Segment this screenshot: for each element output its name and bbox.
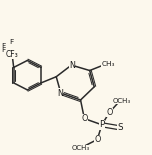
Text: F: F [1, 44, 5, 49]
Text: N: N [69, 61, 75, 70]
Text: S: S [117, 123, 123, 132]
Text: F: F [9, 39, 14, 45]
Text: O: O [81, 114, 88, 123]
Text: P: P [99, 120, 104, 129]
Text: O: O [106, 108, 113, 117]
Text: CH₃: CH₃ [101, 61, 115, 67]
Text: F: F [2, 47, 6, 53]
Text: OCH₃: OCH₃ [112, 98, 131, 104]
Text: N: N [57, 89, 63, 97]
Text: O: O [94, 135, 100, 144]
Text: CF₃: CF₃ [6, 50, 19, 59]
Text: OCH₃: OCH₃ [71, 145, 90, 151]
